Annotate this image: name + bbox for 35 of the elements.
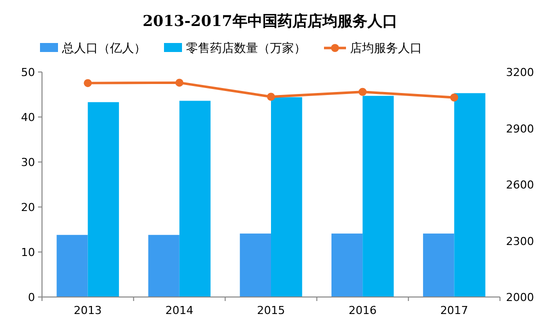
x-tick-label: 2016 xyxy=(348,304,377,317)
point xyxy=(267,92,275,101)
point xyxy=(175,78,184,87)
y-tick-label: 30 xyxy=(21,156,35,169)
x-tick-label: 2015 xyxy=(257,304,285,317)
y2-tick-label: 3200 xyxy=(506,66,534,79)
y2-tick-label: 2300 xyxy=(506,234,534,248)
y2-tick-label: 2000 xyxy=(506,291,534,304)
x-tick-label: 2017 xyxy=(440,304,468,317)
y-tick-label: 50 xyxy=(21,66,35,79)
x-tick-label: 2013 xyxy=(74,304,102,317)
bar xyxy=(179,100,211,297)
bar xyxy=(331,234,363,297)
y2-tick-label: 2900 xyxy=(506,122,534,136)
y-tick-label: 0 xyxy=(28,291,35,304)
chart-title: 2013-2017年中国药店店均服务人口 xyxy=(142,12,398,30)
y-tick-label: 20 xyxy=(21,201,35,214)
y-tick-label: 10 xyxy=(21,246,35,259)
y-tick-label: 40 xyxy=(21,111,35,124)
point xyxy=(358,88,367,96)
bar xyxy=(88,102,119,297)
point xyxy=(450,94,458,102)
legend-label: 店均服务人口 xyxy=(350,41,422,55)
point xyxy=(84,79,92,88)
x-tick-label: 2014 xyxy=(165,304,194,317)
bar xyxy=(271,97,302,297)
legend-label: 总人口（亿人） xyxy=(61,41,146,55)
bar xyxy=(56,234,88,297)
bar xyxy=(362,96,394,297)
y2-tick-label: 2600 xyxy=(506,178,534,192)
bar xyxy=(454,93,486,297)
bar xyxy=(240,234,271,297)
bar xyxy=(423,234,454,297)
bar xyxy=(148,234,180,297)
legend-label: 零售药店数量（万家） xyxy=(186,41,306,55)
